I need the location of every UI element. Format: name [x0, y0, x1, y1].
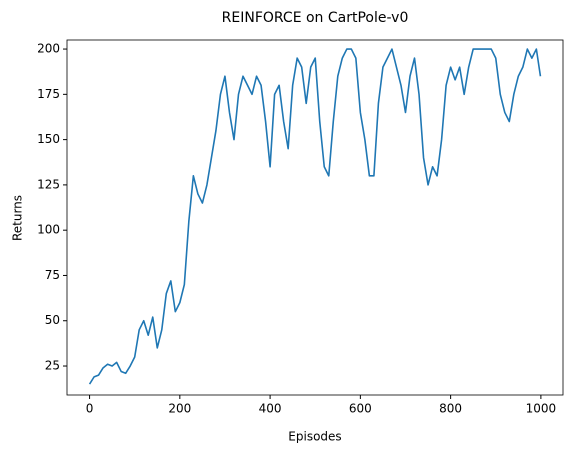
y-tick-label: 25 — [45, 359, 60, 373]
x-tick-label: 400 — [259, 402, 282, 416]
y-tick-label: 75 — [45, 268, 60, 282]
y-axis-label: Returns — [11, 195, 25, 241]
series-line — [88, 48, 542, 385]
y-tick-label: 150 — [37, 132, 60, 146]
chart-title: REINFORCE on CartPole-v0 — [222, 10, 409, 26]
plot-frame — [66, 39, 564, 396]
x-tick-label: 1000 — [526, 402, 557, 416]
x-tick-label: 0 — [86, 402, 94, 416]
x-tick-label: 800 — [439, 402, 462, 416]
x-tick-label: 600 — [349, 402, 372, 416]
y-tick-label: 100 — [37, 223, 60, 237]
y-tick-label: 200 — [37, 42, 60, 56]
y-tick-label: 50 — [45, 313, 60, 327]
y-tick-label: 175 — [37, 87, 60, 101]
x-axis-label: Episodes — [288, 430, 341, 444]
x-tick-label: 200 — [168, 402, 191, 416]
y-tick-label: 125 — [37, 177, 60, 191]
